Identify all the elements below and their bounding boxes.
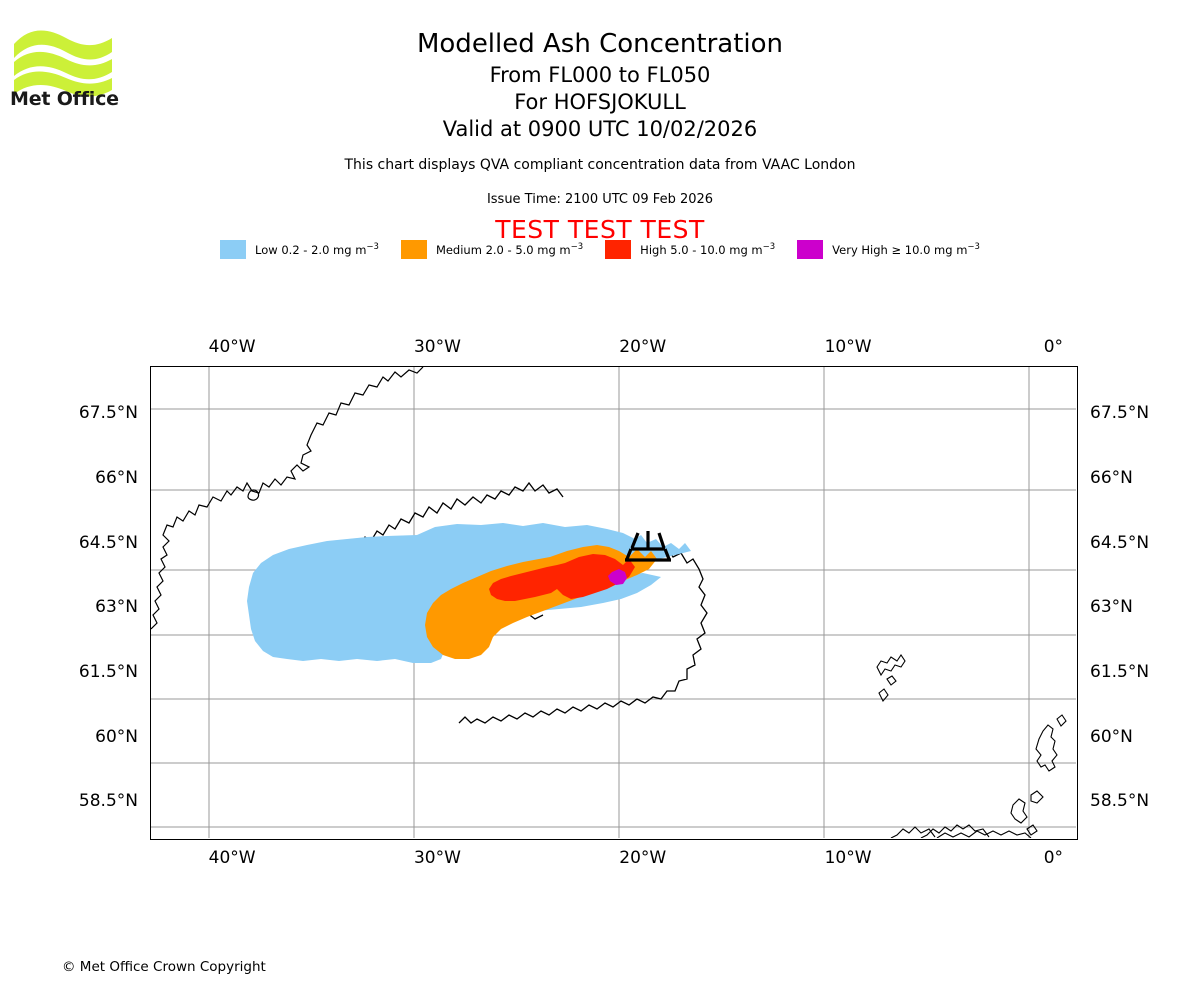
legend-item-low: Low 0.2 - 2.0 mg m−3 xyxy=(220,240,379,259)
legend-swatch-low xyxy=(220,240,247,259)
met-office-logo xyxy=(12,22,132,114)
lat-tick-label-left-1: 66°N xyxy=(95,468,138,489)
legend-label-high: High 5.0 - 10.0 mg m−3 xyxy=(640,242,776,257)
lat-tick-label-left-4: 61.5°N xyxy=(78,661,138,682)
lat-tick-label-left-0: 67.5°N xyxy=(78,403,138,424)
legend-label-very-high: Very High ≥ 10.0 mg m−3 xyxy=(832,242,980,257)
valid-time-line: Valid at 0900 UTC 10/02/2026 xyxy=(442,117,758,141)
flight-level-line: From FL000 to FL050 xyxy=(489,63,711,87)
copyright-notice: © Met Office Crown Copyright xyxy=(62,959,266,975)
lat-tick-label-right-4: 61.5°N xyxy=(1090,661,1150,682)
lat-tick-label-left-6: 58.5°N xyxy=(78,791,138,812)
coastline-faroe-islands xyxy=(876,654,906,702)
legend-swatch-high xyxy=(605,240,632,259)
lon-tick-label-top-2: 20°W xyxy=(619,337,667,357)
lat-tick-label-right-5: 60°N xyxy=(1090,726,1133,747)
legend-label-low: Low 0.2 - 2.0 mg m−3 xyxy=(255,242,379,257)
lon-tick-label-top-1: 30°W xyxy=(413,337,461,357)
coastline-scotland xyxy=(890,824,1032,838)
ash-contour-high xyxy=(489,554,635,601)
lat-tick-label-right-3: 63°N xyxy=(1090,597,1133,618)
lon-tick-label-top-0: 40°W xyxy=(208,337,256,357)
coastline-greenland xyxy=(151,367,424,630)
lat-tick-label-right-0: 67.5°N xyxy=(1090,403,1150,424)
lat-tick-label-left-2: 64.5°N xyxy=(78,532,138,553)
ash-concentration-map xyxy=(151,367,1076,838)
met-office-wave-mark xyxy=(14,30,112,97)
lon-tick-label-top-4: 0° xyxy=(1043,337,1064,357)
lat-tick-label-right-6: 58.5°N xyxy=(1090,791,1150,812)
lat-tick-label-right-1: 66°N xyxy=(1090,468,1133,489)
issue-time-line: Issue Time: 2100 UTC 09 Feb 2026 xyxy=(486,192,714,207)
page-title: Modelled Ash Concentration xyxy=(416,29,784,59)
legend-item-medium: Medium 2.0 - 5.0 mg m−3 xyxy=(400,240,584,259)
volcano-name-line: For HOFSJOKULL xyxy=(514,90,686,114)
legend-label-medium: Medium 2.0 - 5.0 mg m−3 xyxy=(435,242,584,257)
lon-tick-label-bottom-2: 20°W xyxy=(619,848,667,868)
map-plot-area xyxy=(150,366,1078,840)
test-banner: TEST TEST TEST xyxy=(495,215,705,244)
lon-tick-label-bottom-0: 40°W xyxy=(208,848,256,868)
lat-tick-label-left-3: 63°N xyxy=(95,597,138,618)
legend-swatch-very-high xyxy=(797,240,824,259)
coastline-shetland xyxy=(1035,714,1067,772)
lon-tick-label-top-3: 10°W xyxy=(824,337,872,357)
met-office-logo-text: Met Office xyxy=(10,88,119,110)
volcano-source-marker xyxy=(625,531,671,562)
coastline-orkney xyxy=(1010,790,1044,836)
legend-item-very-high: Very High ≥ 10.0 mg m−3 xyxy=(797,240,980,259)
lat-tick-label-left-5: 60°N xyxy=(95,726,138,747)
lon-tick-label-bottom-4: 0° xyxy=(1043,848,1064,868)
ash-contour-very-high xyxy=(608,569,627,585)
lon-tick-label-bottom-1: 30°W xyxy=(413,848,461,868)
concentration-legend: Low 0.2 - 2.0 mg m−3 Medium 2.0 - 5.0 mg … xyxy=(0,240,1200,259)
lat-tick-label-right-2: 64.5°N xyxy=(1090,532,1150,553)
lon-tick-label-bottom-3: 10°W xyxy=(824,848,872,868)
legend-item-high: High 5.0 - 10.0 mg m−3 xyxy=(605,240,775,259)
qva-compliance-note: This chart displays QVA compliant concen… xyxy=(344,157,856,173)
legend-swatch-medium xyxy=(400,240,427,259)
